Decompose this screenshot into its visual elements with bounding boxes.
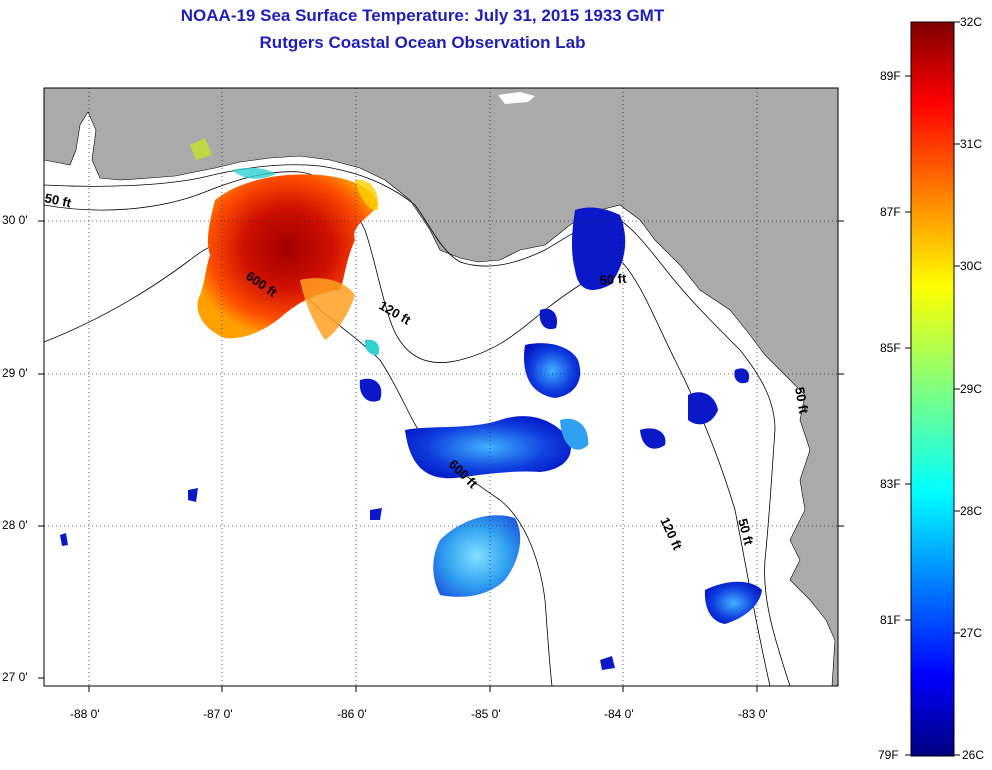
lon-label: -86 0'	[337, 707, 367, 721]
cool-patch	[539, 308, 558, 330]
map-frame	[43, 87, 839, 687]
graticule	[44, 88, 838, 686]
map-subtitle: Rutgers Coastal Ocean Observation Lab	[259, 33, 586, 52]
warm-speck	[190, 138, 212, 160]
lon-label: -87 0'	[203, 707, 233, 721]
colorbar-celsius-label: 29C	[960, 382, 983, 396]
cool-speck	[364, 339, 380, 356]
cloud-patch	[498, 92, 535, 104]
cool-patch	[405, 416, 571, 479]
colorbar-celsius-label: 27C	[960, 626, 983, 640]
contour-label: 50 ft	[735, 517, 757, 547]
lon-label: -85 0'	[471, 707, 501, 721]
land-mass	[44, 88, 838, 686]
plume-fringe	[232, 167, 276, 179]
cool-speck	[600, 656, 615, 670]
lon-label: -83 0'	[738, 707, 768, 721]
colorbar-celsius-label: 31C	[960, 137, 983, 151]
colorbar-celsius-label: 28C	[960, 504, 983, 518]
axis-ticks	[38, 220, 844, 692]
colorbar-fahrenheit-label: 89F	[880, 69, 901, 83]
colorbar-fahrenheit-label: 81F	[880, 613, 901, 627]
contour-600ft	[44, 241, 553, 686]
cool-patch	[734, 368, 750, 384]
cool-patch	[524, 343, 581, 398]
warm-speck	[355, 179, 379, 211]
contour-label: 50 ft	[599, 271, 628, 288]
cool-patch	[704, 581, 762, 624]
lat-label: 29 0'	[2, 366, 28, 380]
contour-label: 50 ft	[792, 386, 812, 416]
cool-patch	[640, 428, 666, 449]
cool-patch	[560, 418, 589, 450]
colorbar-fahrenheit-label: 83F	[880, 477, 901, 491]
colorbar-fahrenheit-label: 85F	[880, 341, 901, 355]
contour-label: 50 ft	[43, 190, 73, 210]
lat-label: 30 0'	[2, 213, 28, 227]
cool-patch	[359, 378, 382, 402]
plume-edge	[300, 278, 355, 340]
cool-patch	[571, 207, 626, 290]
colorbar	[910, 21, 955, 757]
colorbar-ticks	[905, 21, 960, 756]
lon-label: -88 0'	[70, 707, 100, 721]
cool-patch	[433, 515, 521, 597]
lat-label: 28 0'	[2, 518, 28, 532]
cool-speck	[60, 533, 68, 546]
colorbar-celsius-label: 32C	[960, 15, 983, 29]
colorbar-fahrenheit-label: 79F	[878, 748, 899, 762]
colorbar-celsius-label: 30C	[960, 259, 983, 273]
lat-label: 27 0'	[2, 670, 28, 684]
colorbar-fahrenheit-label: 87F	[880, 205, 901, 219]
colorbar-celsius-label: 26C	[962, 748, 985, 762]
cool-patch	[688, 392, 718, 425]
lon-label: -84 0'	[604, 707, 634, 721]
map-title: NOAA-19 Sea Surface Temperature: July 31…	[180, 6, 665, 25]
cool-speck	[370, 508, 382, 520]
warm-plume	[197, 174, 378, 339]
cool-speck	[188, 488, 198, 502]
